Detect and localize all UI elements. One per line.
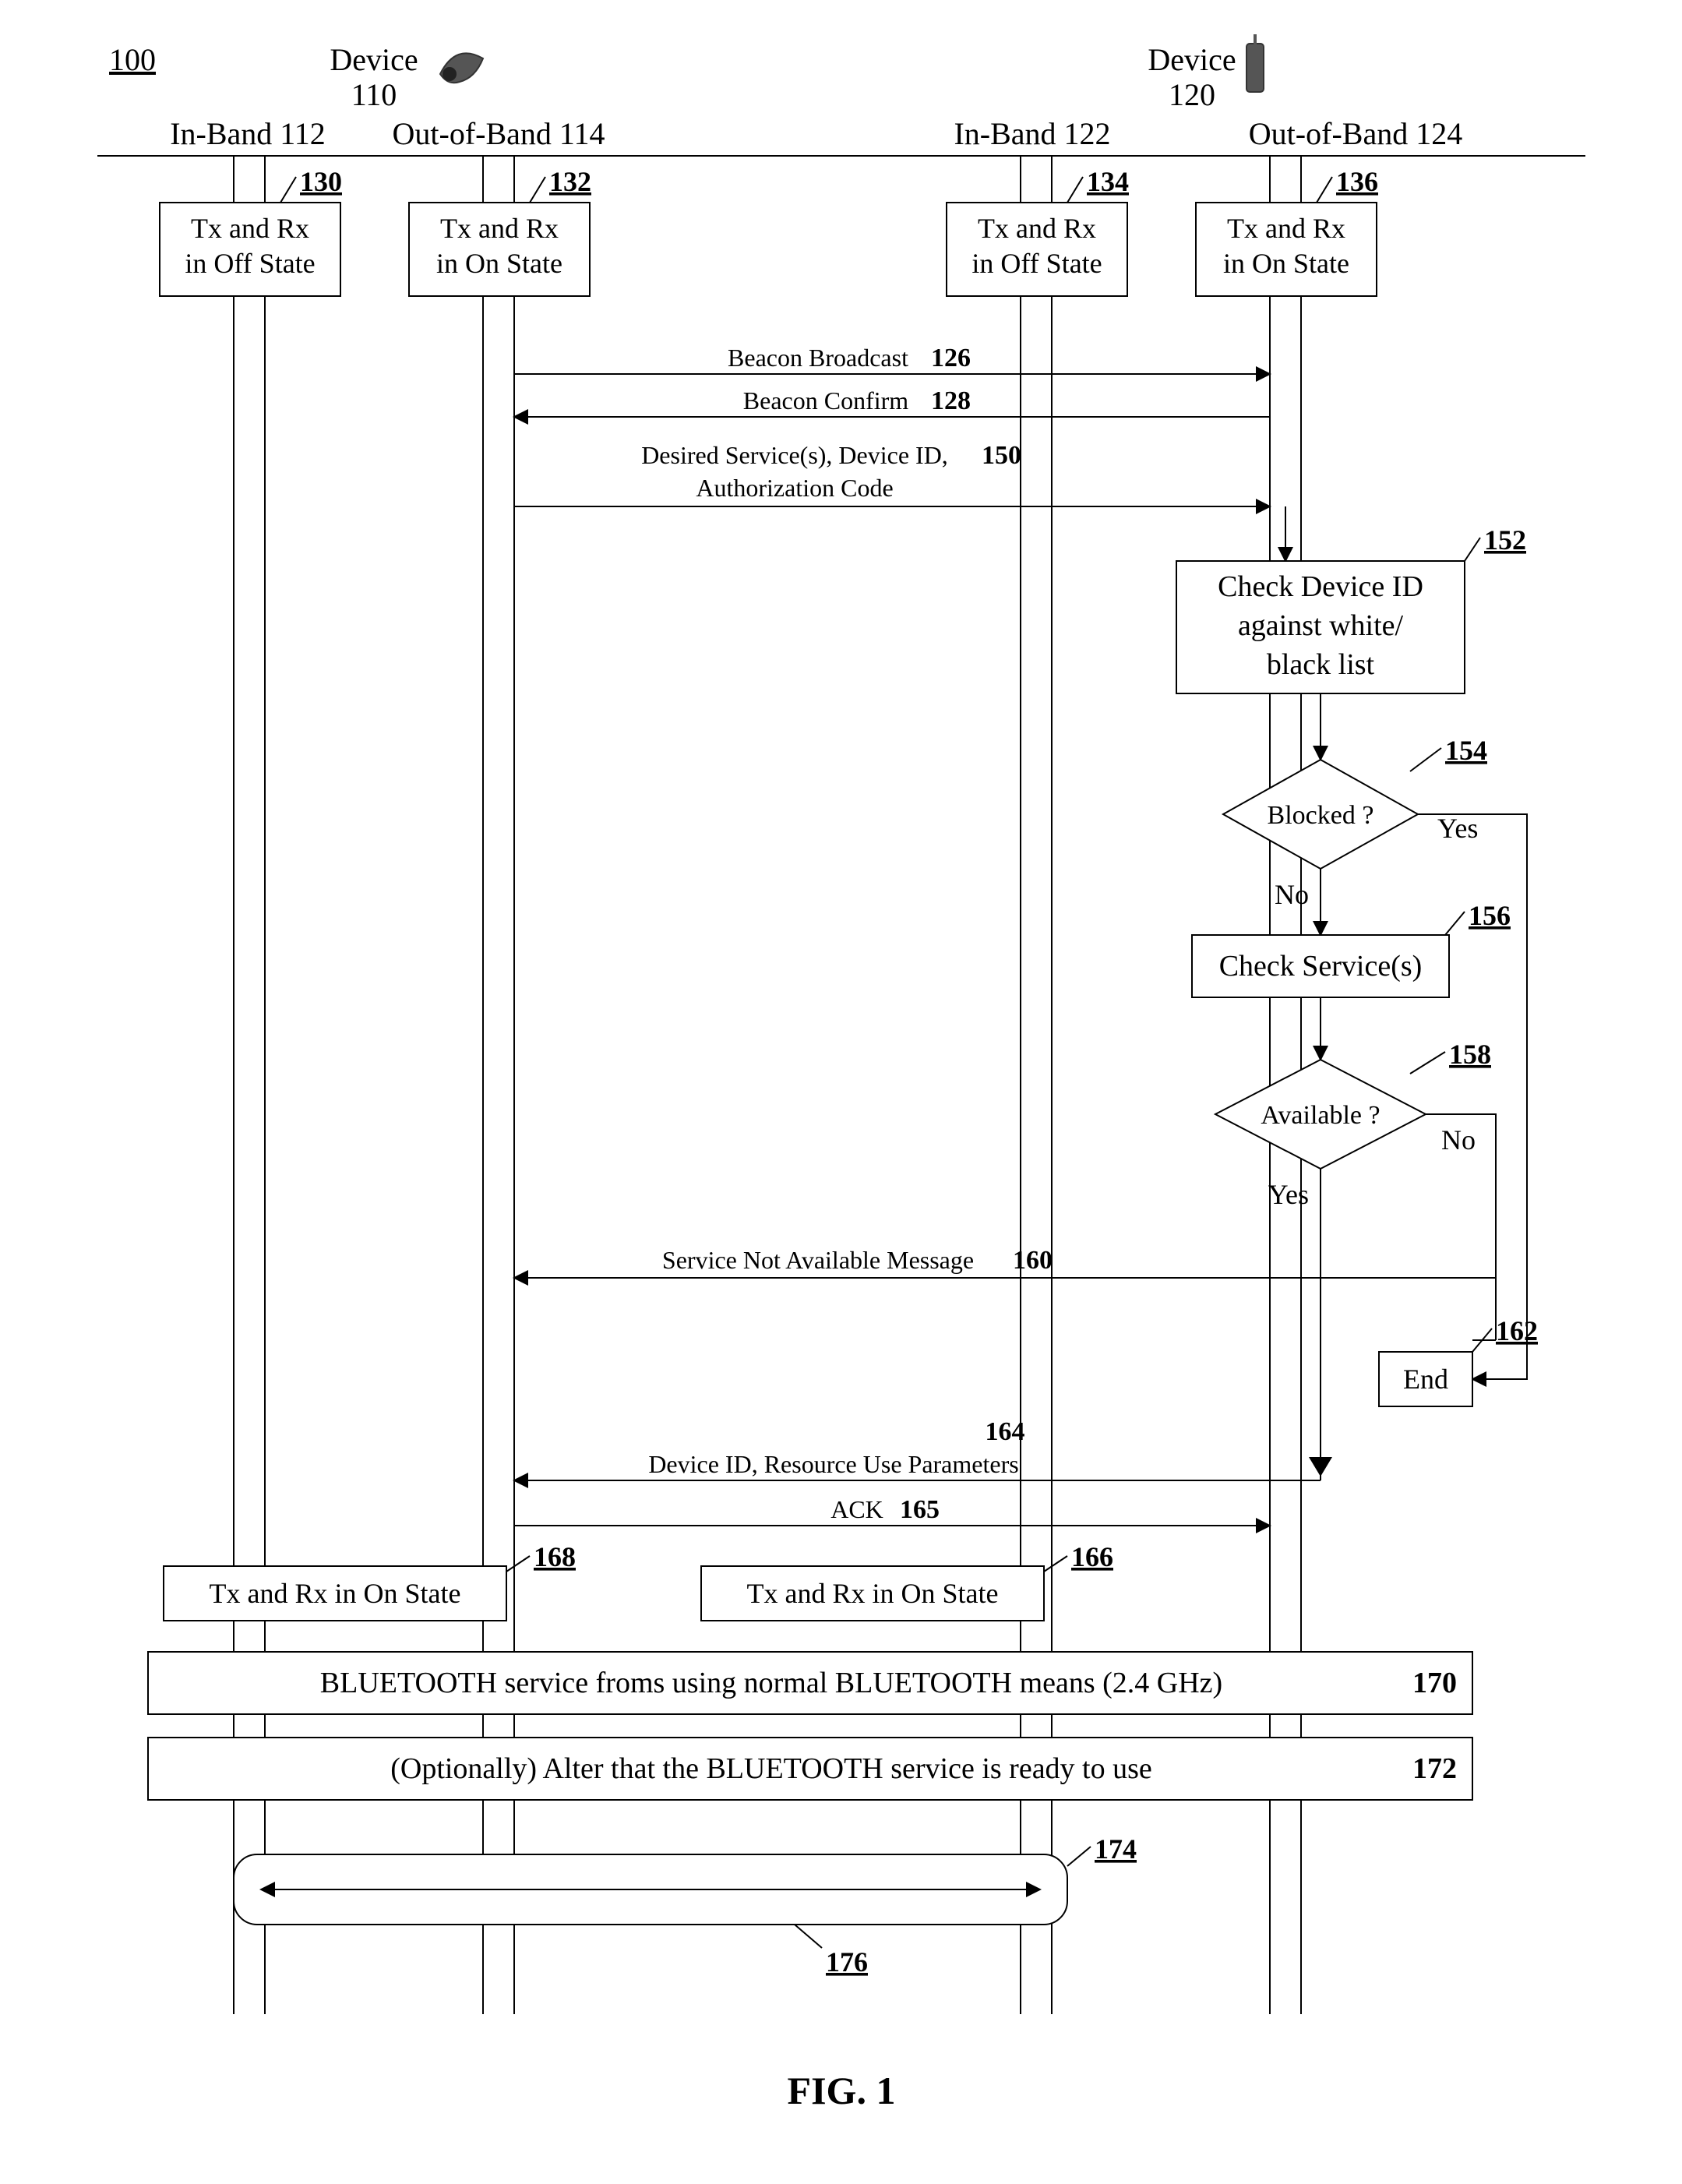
ref-158: 158 [1449,1039,1491,1070]
ref-130: 130 [300,166,342,197]
box-132-line2: in On State [436,248,562,279]
diamond-158-text: Available ? [1261,1101,1380,1130]
ref-136: 136 [1336,166,1378,197]
figure-ref: 100 [109,42,156,77]
ref-128: 128 [931,386,971,415]
msg-svc-not-avail-text: Service Not Available Message [662,1246,974,1274]
ref-132: 132 [549,166,591,197]
msg-resource-params-text: Device ID, Resource Use Parameters [648,1450,1018,1478]
callout-132-line [530,177,545,203]
msg-desired-line1: Desired Service(s), Device ID, [641,441,948,469]
ref-168: 168 [534,1541,576,1572]
callout-158-line [1410,1052,1445,1074]
diamond-154-yes: Yes [1437,813,1478,844]
box-130-line2: in Off State [185,248,315,279]
device-right-title: Device [1148,42,1236,77]
callout-174-line [1067,1847,1091,1866]
diamond-154-text: Blocked ? [1268,801,1374,830]
device-right-id: 120 [1169,77,1215,112]
ref-134: 134 [1087,166,1129,197]
msg-beacon-confirm-text: Beacon Confirm [743,386,909,415]
diamond-158-yes: Yes [1268,1179,1309,1210]
callout-130-line [280,177,296,203]
box-152-line3: black list [1267,648,1375,681]
ref-126: 126 [931,344,971,372]
ref-156: 156 [1469,900,1511,931]
out-band-124-label: Out-of-Band 124 [1249,116,1462,151]
ref-160: 160 [1013,1246,1053,1275]
ref-165: 165 [900,1495,940,1524]
ref-172: 172 [1412,1752,1457,1785]
msg-ack-text: ACK [830,1495,883,1523]
callout-134-line [1067,177,1083,203]
arrow-154-yes [1418,814,1527,1379]
callout-154-line [1410,748,1441,771]
ref-150: 150 [982,441,1021,470]
box-152-line2: against white/ [1238,609,1404,642]
callout-168-line [506,1556,530,1572]
box-136-line1: Tx and Rx [1227,213,1345,244]
bar-170-text: BLUETOOTH service froms using normal BLU… [320,1667,1222,1699]
box-134-line1: Tx and Rx [978,213,1096,244]
msg-desired-line2: Authorization Code [696,474,893,502]
box-136-line2: in On State [1223,248,1349,279]
box-162-text: End [1403,1364,1448,1395]
ref-164: 164 [986,1417,1025,1446]
ref-154: 154 [1445,735,1487,766]
headset-icon [440,53,483,83]
box-132-line1: Tx and Rx [440,213,559,244]
box-168-text: Tx and Rx in On State [210,1578,461,1609]
msg-beacon-broadcast-text: Beacon Broadcast [728,344,908,372]
device-left-id: 110 [351,77,397,112]
figure-caption: FIG. 1 [788,2069,896,2112]
box-152-line1: Check Device ID [1218,570,1423,603]
box-134-line2: in Off State [971,248,1102,279]
in-band-112-label: In-Band 112 [170,116,326,151]
box-156-text: Check Service(s) [1219,950,1423,983]
arrowhead-158-down [1309,1457,1332,1477]
in-band-122-label: In-Band 122 [954,116,1110,151]
callout-166-line [1044,1556,1067,1572]
ref-152: 152 [1484,524,1526,556]
ref-170: 170 [1412,1667,1457,1699]
callout-152-line [1465,538,1480,561]
callout-176-line [795,1925,822,1948]
diamond-154-no: No [1275,879,1309,910]
bar-172-text: (Optionally) Alter that the BLUETOOTH se… [390,1752,1152,1785]
device-left-title: Device [330,42,418,77]
callout-136-line [1317,177,1332,203]
ref-176: 176 [826,1946,868,1978]
phone-icon [1247,34,1264,92]
diamond-158-no: No [1441,1124,1476,1156]
box-130-line1: Tx and Rx [191,213,309,244]
ref-162: 162 [1496,1315,1538,1346]
ref-166: 166 [1071,1541,1113,1572]
box-166-text: Tx and Rx in On State [747,1578,999,1609]
callout-156-line [1445,912,1465,935]
ref-174: 174 [1095,1833,1137,1865]
out-band-114-label: Out-of-Band 114 [393,116,605,151]
